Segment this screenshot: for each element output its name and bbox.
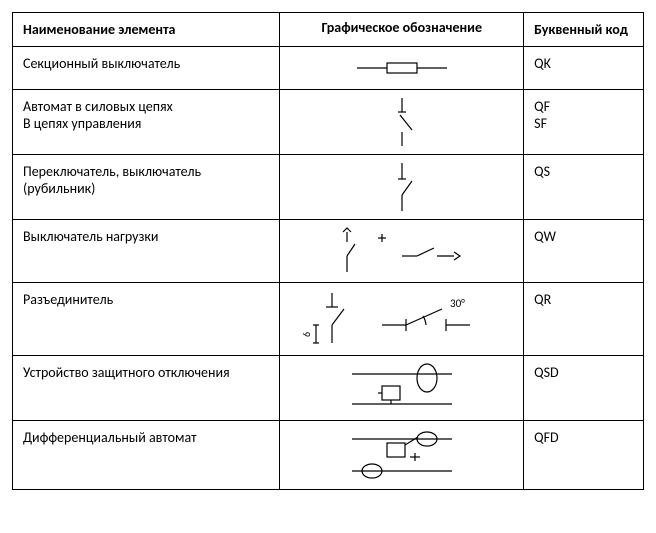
header-symbol: Графическое обозначение [280,13,524,47]
cell-name: Устройство защитного отключения [13,356,280,421]
symbol-qs [372,161,432,213]
table-header-row: Наименование элемента Графическое обозна… [13,13,644,47]
symbol-qr: 6 30° [302,289,502,349]
table-row: Автомат в силовых цепях В цепях управлен… [13,90,644,155]
cell-symbol [280,220,524,283]
cell-symbol: 6 30° [280,283,524,356]
cell-symbol [280,47,524,90]
table-row: Секционный выключатель QK [13,47,644,90]
angle-label: 30° [450,297,465,310]
symbol-qfd [332,427,472,483]
cell-code: QSD [524,356,644,421]
table-row: Разъединитель [13,283,644,356]
dim-label: 6 [302,332,313,337]
cell-symbol [280,421,524,490]
cell-name: Разъединитель [13,283,280,356]
table-row: Устройство защитного отключения QSD [13,356,644,421]
symbol-qsd [332,362,472,414]
cell-symbol [280,356,524,421]
table-row: Дифференциальный автомат QFD [13,421,644,490]
electrical-symbols-table: Наименование элемента Графическое обозна… [12,12,644,490]
cell-name: Автомат в силовых цепях В цепях управлен… [13,90,280,155]
cell-name: Переключатель, выключатель (рубильник) [13,155,280,220]
cell-name: Выключатель нагрузки [13,220,280,283]
cell-code: QK [524,47,644,90]
cell-code: QF SF [524,90,644,155]
table-body: Секционный выключатель QK Автомат в сило… [13,47,644,490]
symbol-qw [322,226,482,276]
header-name: Наименование элемента [13,13,280,47]
cell-name: Секционный выключатель [13,47,280,90]
cell-symbol [280,90,524,155]
cell-code: QW [524,220,644,283]
symbol-qk [347,53,457,83]
table-row: Переключатель, выключатель (рубильник) Q… [13,155,644,220]
cell-code: QR [524,283,644,356]
cell-code: QFD [524,421,644,490]
cell-name: Дифференциальный автомат [13,421,280,490]
symbol-qf [372,96,432,148]
table-row: Выключатель нагрузки [13,220,644,283]
header-code: Буквенный код [524,13,644,47]
cell-symbol [280,155,524,220]
cell-code: QS [524,155,644,220]
